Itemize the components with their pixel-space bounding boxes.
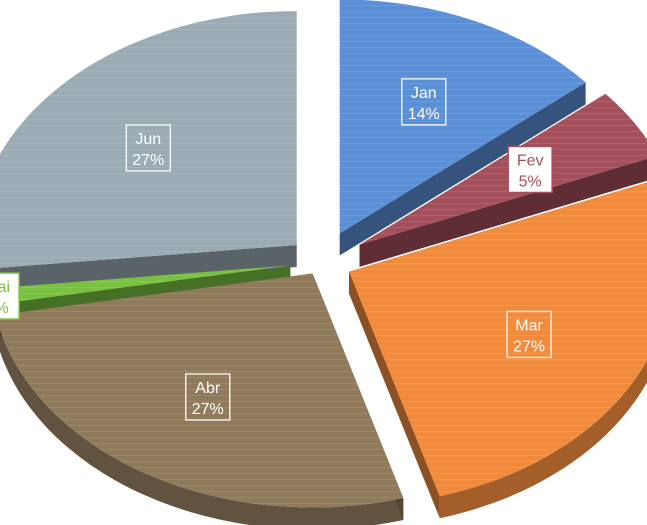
data-label-box-jan: [400, 78, 447, 126]
category-label-abr: Abr: [195, 380, 221, 397]
value-label-fev: 5%: [519, 173, 542, 190]
value-label-jun: 27%: [132, 152, 164, 169]
data-label-box-mar: [506, 310, 552, 359]
slice-face-mar-1: [349, 271, 440, 519]
value-label-abr: 27%: [192, 401, 224, 418]
slice-side-abr: [0, 329, 404, 525]
slice-texture-jan: [339, 0, 586, 234]
data-label-box-fev: [507, 145, 553, 194]
slice-face-jun-0: [0, 244, 297, 290]
value-label-mai: 0%: [0, 300, 9, 317]
data-label-box-abr: [185, 373, 231, 421]
data-label-box-jun: [125, 124, 172, 172]
slice-texture-abr: [0, 273, 404, 508]
category-label-mai: Mai: [0, 279, 10, 296]
slice-texture-fev: [359, 93, 647, 245]
data-label-box-mai: [0, 272, 20, 320]
slice-tops: [0, 0, 647, 508]
value-label-jan: 14%: [408, 106, 440, 123]
slice-texture-mar: [349, 182, 647, 497]
slice-side-mar: [439, 360, 647, 519]
slice-labels: Jan 14% Fev 5% Mar 27% Abr 27% Mai 0% Jun 27%: [0, 78, 553, 421]
slice-face-fev-1: [359, 158, 647, 267]
category-label-mar: Mar: [515, 317, 543, 334]
value-label-mar: 27%: [513, 338, 545, 355]
slice-face-mai-1: [0, 265, 291, 310]
category-label-jan: Jan: [411, 85, 437, 102]
category-label-fev: Fev: [517, 152, 544, 169]
slice-texture-jun: [0, 10, 297, 268]
slice-texture-mai: [0, 265, 291, 304]
slice-face-jan-1: [339, 82, 586, 256]
category-label-jun: Jun: [135, 131, 161, 148]
